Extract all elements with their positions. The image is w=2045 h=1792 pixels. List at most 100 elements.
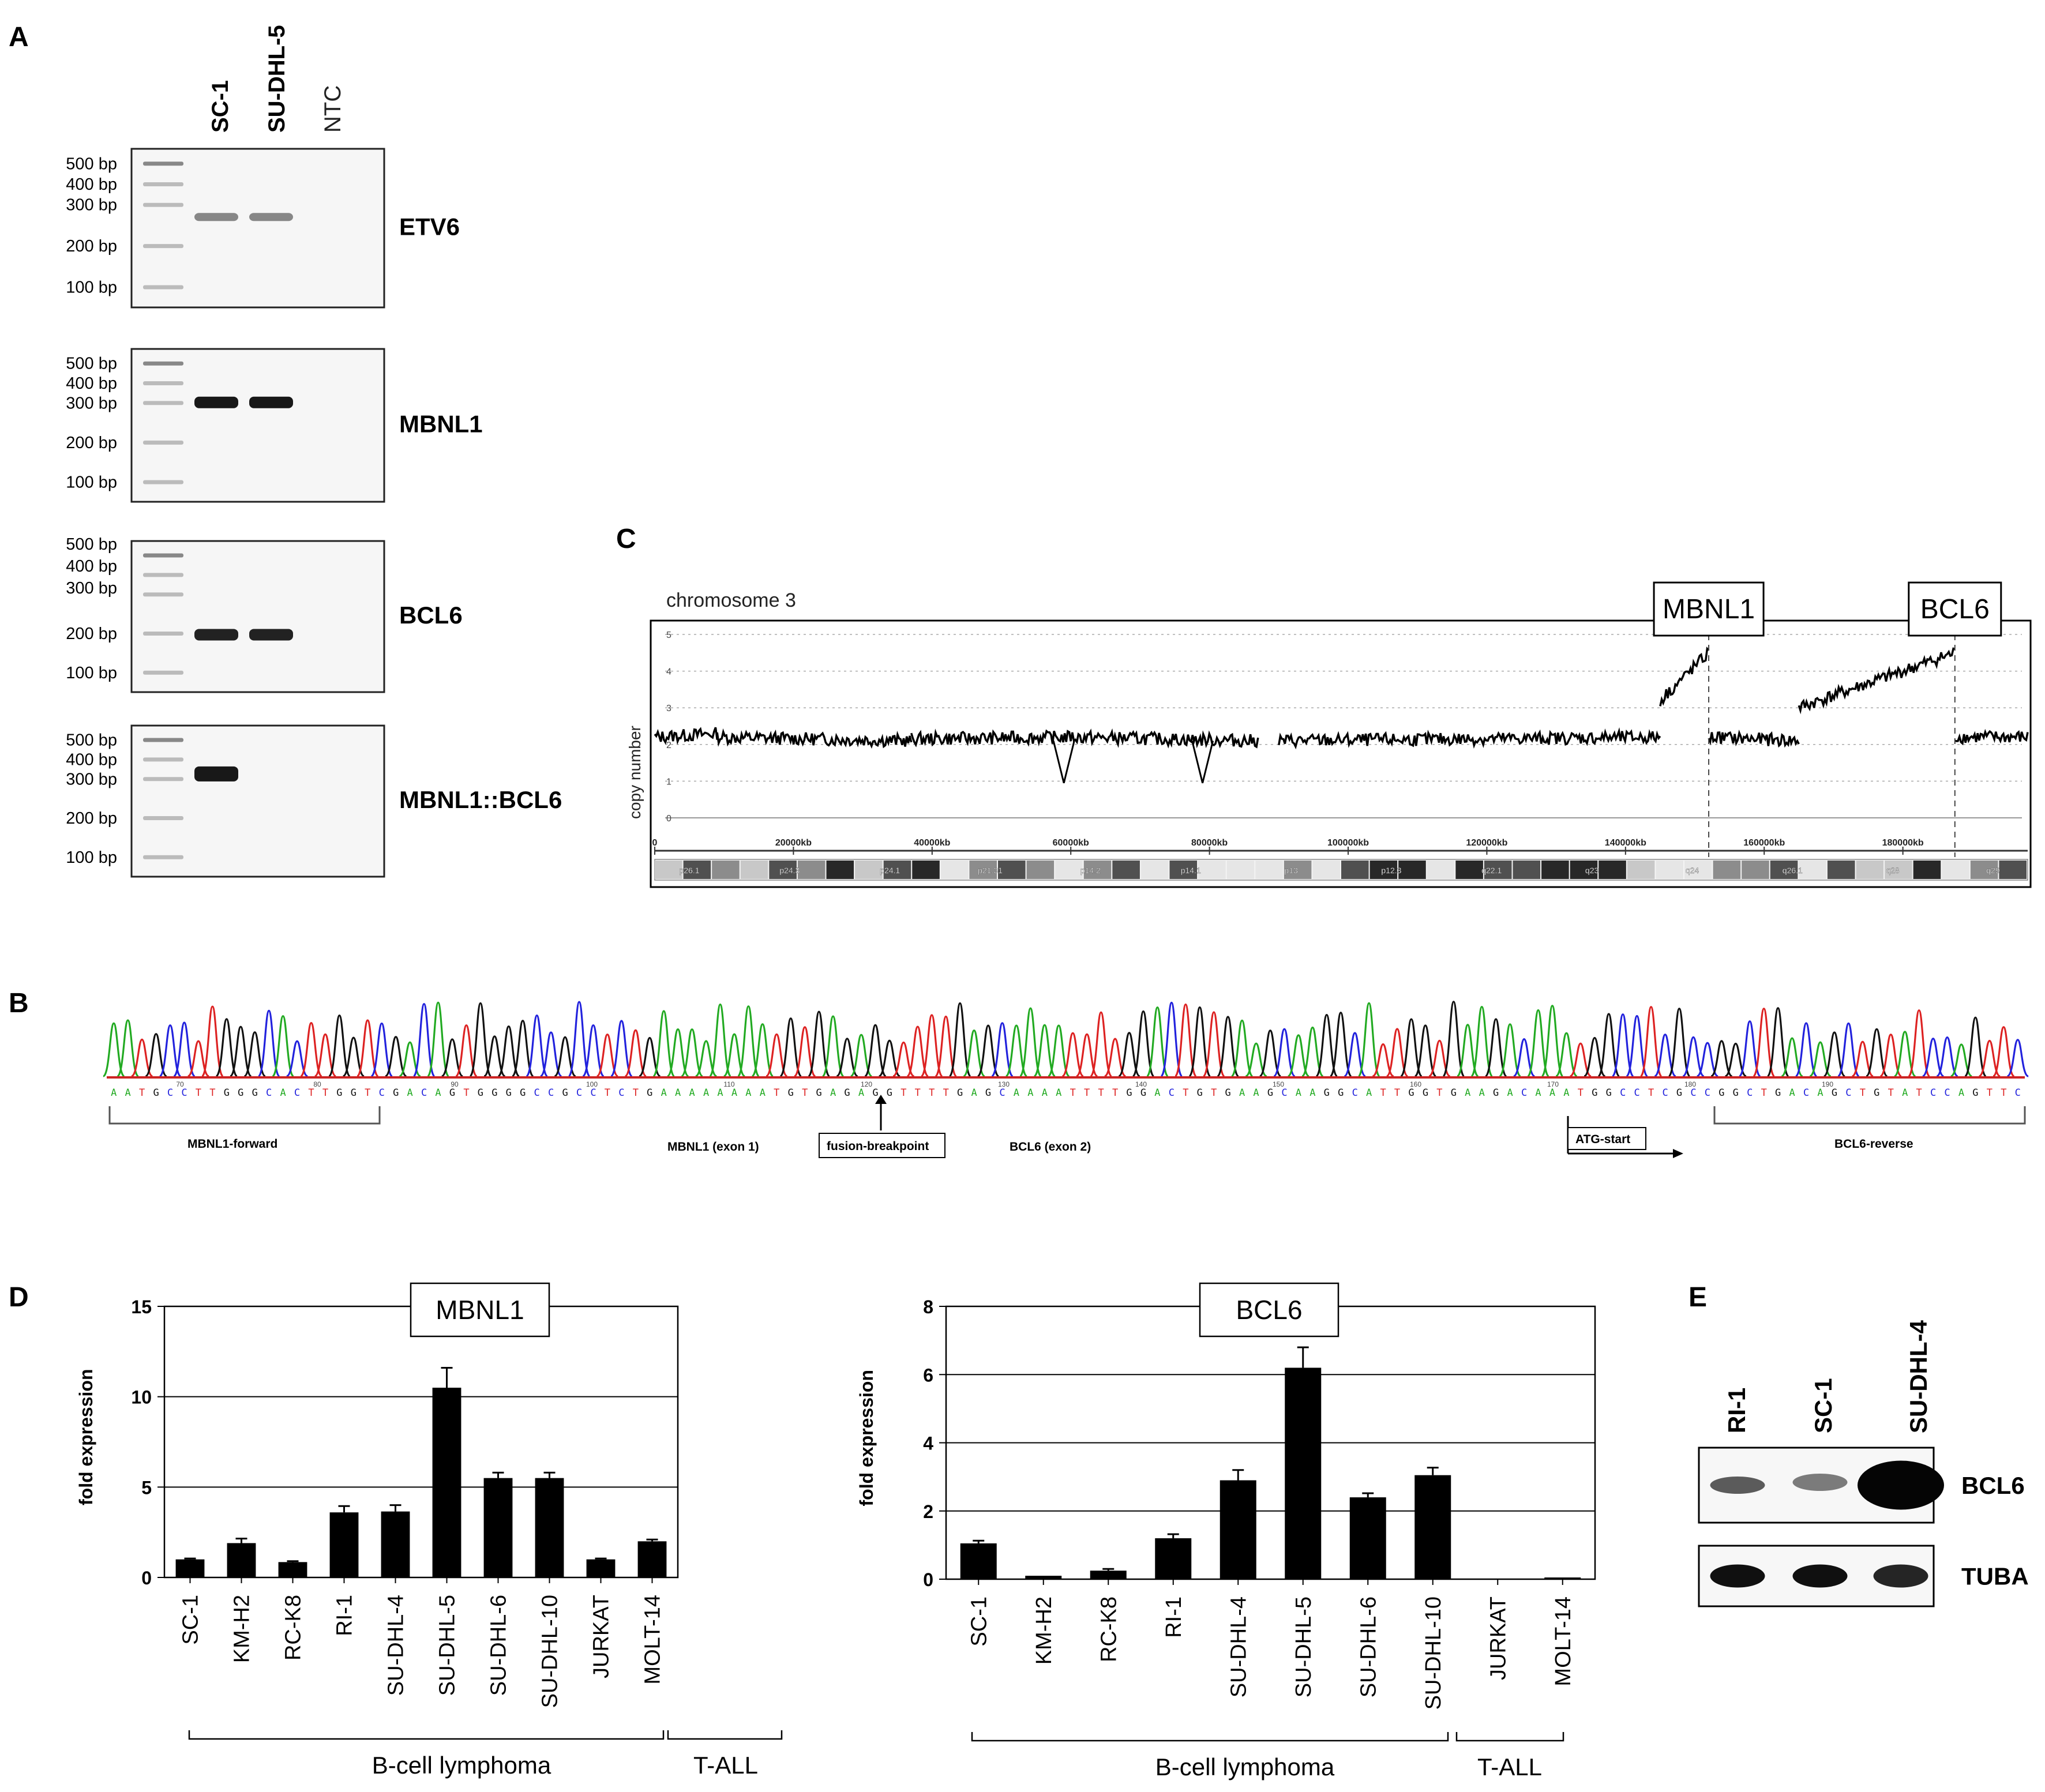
chromatogram-peak bbox=[680, 1028, 704, 1077]
bar-ylabel: fold expression bbox=[856, 1370, 877, 1507]
chromatogram-peak bbox=[1498, 1023, 1522, 1077]
sequence-base: A bbox=[745, 1087, 751, 1099]
gel-band bbox=[249, 213, 293, 221]
bar-category-label: SU-DHL-4 bbox=[1226, 1596, 1251, 1697]
chromatogram-peak bbox=[1837, 1022, 1860, 1077]
chromatogram-peak bbox=[977, 1024, 1000, 1077]
sequence-base: T bbox=[774, 1087, 779, 1099]
sequence-base: C bbox=[1845, 1087, 1851, 1099]
cnv-trace-dip bbox=[1052, 741, 1075, 783]
sequence-base: A bbox=[1789, 1087, 1795, 1099]
chromatogram-peak bbox=[836, 1038, 858, 1077]
bar-category-label: KM-H2 bbox=[1032, 1596, 1056, 1665]
gel-frame bbox=[130, 540, 385, 693]
chromatogram-peak bbox=[1344, 1032, 1366, 1077]
sequence-base: G bbox=[520, 1087, 526, 1099]
sequence-base: C bbox=[999, 1087, 1005, 1099]
sequence-base: T bbox=[308, 1087, 314, 1099]
cytoband-label: q22.1 bbox=[1481, 866, 1502, 875]
sequence-base: G bbox=[449, 1087, 455, 1099]
chromatogram-peak bbox=[1922, 1038, 1945, 1077]
sequence-base: G bbox=[1832, 1087, 1837, 1099]
cnv-xtick-label: 40000kb bbox=[914, 838, 950, 848]
cytoband bbox=[1999, 861, 2027, 879]
bar bbox=[1414, 1475, 1451, 1579]
sequence-base: C bbox=[590, 1087, 596, 1099]
ladder-band bbox=[143, 161, 183, 166]
sequence-base: T bbox=[1987, 1087, 1993, 1099]
cytoband bbox=[1827, 861, 1855, 879]
blot-band bbox=[1710, 1564, 1765, 1588]
bar-category-label: MOLT-14 bbox=[641, 1595, 665, 1685]
bar-ytick-label: 8 bbox=[923, 1297, 933, 1317]
panel-d-expression: 0 5 10 15 fold expression MBNL1 SC-1 KM-H2 RC-K8… bbox=[76, 1282, 1596, 1780]
sequence-base: A bbox=[1549, 1087, 1555, 1099]
chromatogram-peak bbox=[271, 1015, 295, 1077]
chromatogram-peak bbox=[1513, 1038, 1536, 1077]
cytoband bbox=[1684, 861, 1712, 879]
blot-lane-label: RI-1 bbox=[1723, 1388, 1750, 1433]
sequence-base: G bbox=[1775, 1087, 1781, 1099]
group-bracket bbox=[971, 1732, 1449, 1742]
panel-letter-b: B bbox=[9, 988, 29, 1019]
gel-band bbox=[249, 629, 293, 641]
ladder-label: 300 bp bbox=[66, 196, 117, 215]
gel-name: MBNL1 bbox=[399, 411, 483, 438]
sequence-base: C bbox=[421, 1087, 427, 1099]
sequence-base: G bbox=[1267, 1087, 1273, 1099]
cnv-marker-box bbox=[1653, 581, 1765, 637]
chromatogram-peak bbox=[1541, 1005, 1564, 1077]
sequence-base: T bbox=[1761, 1087, 1767, 1099]
cytoband bbox=[1083, 861, 1112, 879]
sequence-base: G bbox=[252, 1087, 258, 1099]
sequence-base: A bbox=[1563, 1087, 1569, 1099]
sequence-base: C bbox=[1930, 1087, 1936, 1099]
sequence-base: A bbox=[1296, 1087, 1301, 1099]
ladder-band bbox=[143, 401, 183, 405]
sequence-base: T bbox=[929, 1087, 935, 1099]
chromatogram-peak bbox=[201, 1005, 224, 1077]
bar-category-label: RI-1 bbox=[1162, 1596, 1186, 1638]
sequence-base: T bbox=[605, 1087, 610, 1099]
chromatogram-peak bbox=[666, 1028, 690, 1077]
sequence-base: G bbox=[1140, 1087, 1146, 1099]
chromatogram-peak bbox=[596, 1033, 619, 1077]
cytoband bbox=[769, 861, 797, 879]
sequence-base: C bbox=[1662, 1087, 1668, 1099]
sequence-base: C bbox=[1281, 1087, 1287, 1099]
ladder-label: 100 bp bbox=[66, 664, 117, 682]
sequence-base: C bbox=[1690, 1087, 1696, 1099]
sequence-base: T bbox=[1394, 1087, 1400, 1099]
chromatogram-peak bbox=[610, 1020, 633, 1077]
sequence-base: C bbox=[1803, 1087, 1809, 1099]
cytoband-label: q29 bbox=[1986, 866, 2000, 875]
chromatogram-peak bbox=[963, 1030, 985, 1077]
chromatogram-peak bbox=[1696, 1042, 1719, 1077]
chromatogram-peak bbox=[920, 1014, 944, 1077]
sequence-base: G bbox=[351, 1087, 357, 1099]
chromatogram-peak bbox=[1216, 1016, 1240, 1077]
chromatogram-peak bbox=[1964, 1016, 1987, 1077]
chromatogram-peak bbox=[1752, 1008, 1776, 1077]
panel-letter-d: D bbox=[9, 1282, 29, 1313]
sequence-base: C bbox=[2015, 1087, 2021, 1099]
sequence-base: A bbox=[675, 1087, 681, 1099]
cytoband bbox=[1255, 861, 1283, 879]
cnv-xtick-label: 160000kb bbox=[1743, 838, 1785, 848]
sequence-base: G bbox=[872, 1087, 878, 1099]
cnv-xtick-label: 80000kb bbox=[1191, 838, 1228, 848]
bar-category-label: JURKAT bbox=[1486, 1596, 1510, 1680]
sequence-base: A bbox=[1014, 1087, 1019, 1099]
bar-title-box bbox=[410, 1282, 550, 1338]
sequence-base: C bbox=[1521, 1087, 1527, 1099]
blot-row-label: BCL6 bbox=[1961, 1472, 2025, 1499]
group-bracket bbox=[188, 1730, 665, 1740]
chromatogram-traces bbox=[102, 1001, 2029, 1077]
sequence-base: G bbox=[1338, 1087, 1344, 1099]
cytoband bbox=[940, 861, 969, 879]
bar bbox=[1155, 1538, 1192, 1579]
sequence-base: A bbox=[1042, 1087, 1048, 1099]
sequence-base: C bbox=[167, 1087, 173, 1099]
